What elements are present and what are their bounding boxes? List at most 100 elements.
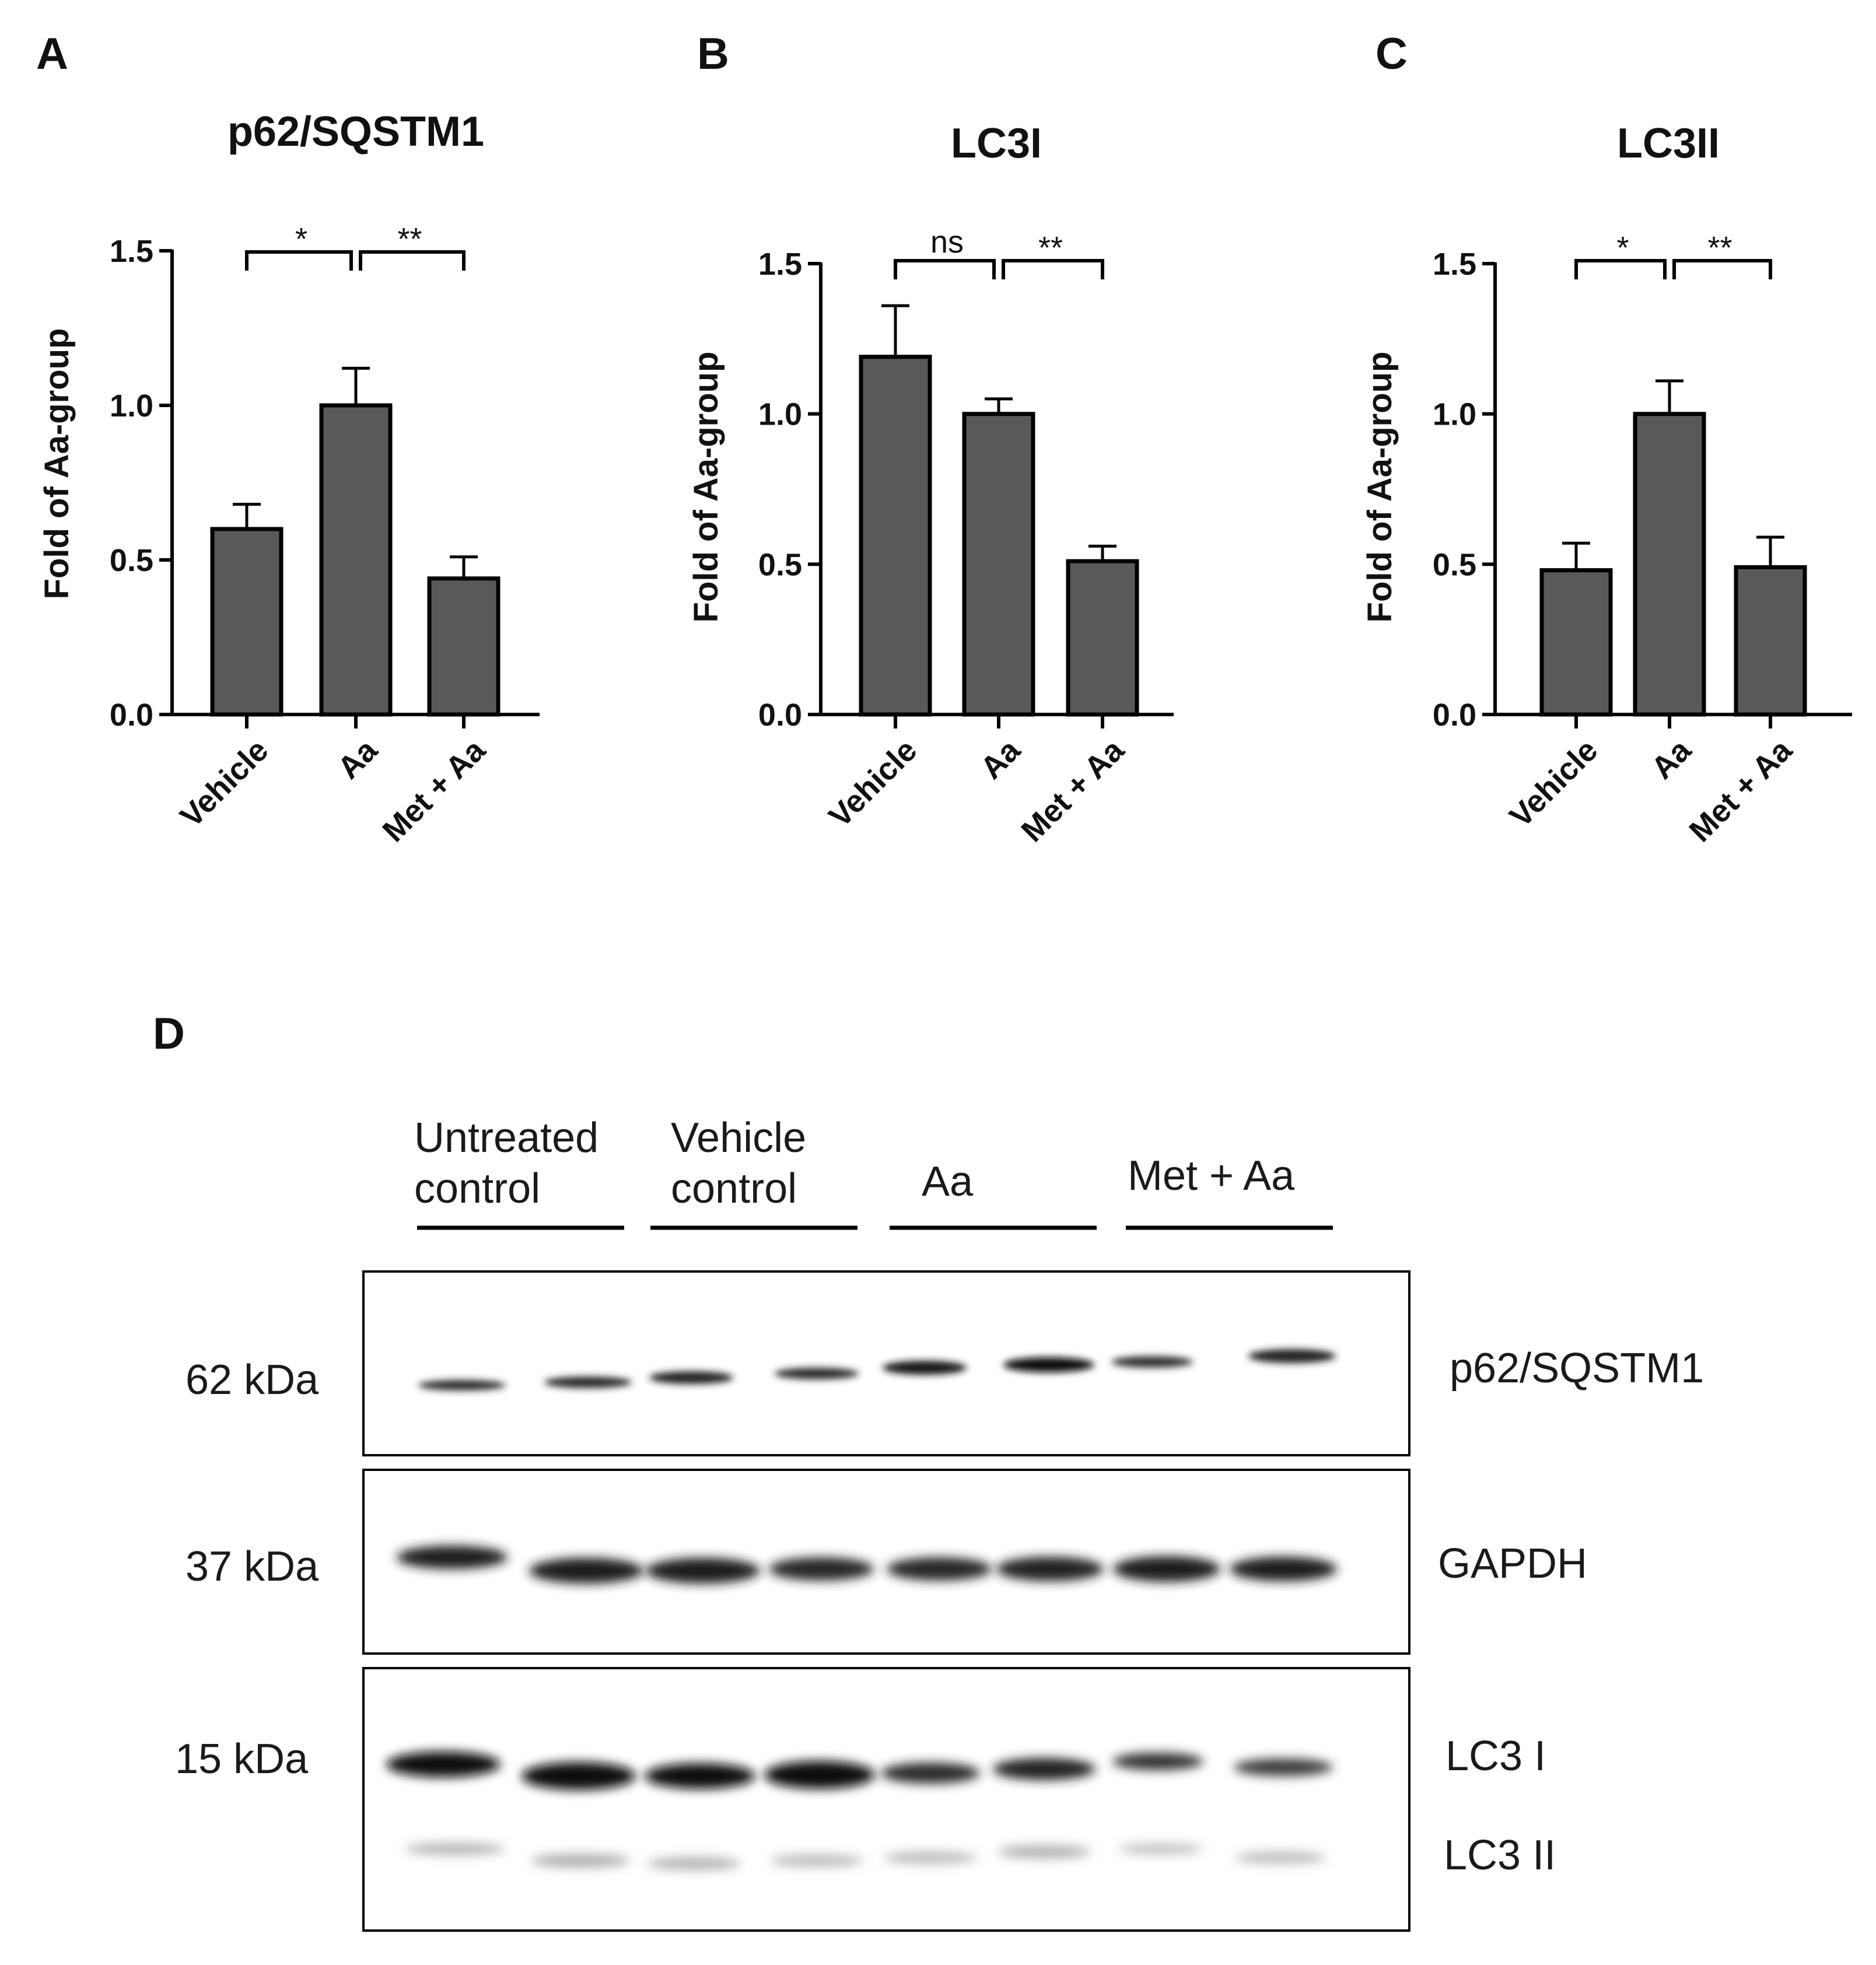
panel-letter-b: B [697, 29, 729, 79]
y-tick-label-b: 0.0 [758, 698, 802, 733]
marker-62kda: 62 kDa [186, 1357, 319, 1403]
significance-label-b: ns [930, 225, 964, 260]
group-label-aa: Aa [922, 1158, 974, 1205]
category-label-a-vehicle: Vehicle [173, 733, 275, 834]
significance-a: * ** [245, 222, 466, 271]
axes-b [819, 262, 1174, 716]
band-gapdh-lane-5 [887, 1557, 992, 1581]
significance-label-c: * [1616, 230, 1629, 265]
error-bar-b-met-aa [1088, 544, 1116, 562]
error-bars-a [233, 366, 478, 579]
significance-bracket-a [245, 250, 353, 271]
panel-d-western-blot: D Untreated control Vehicle control Aa M… [153, 1009, 1704, 1932]
band-p62-lane-5 [883, 1361, 967, 1375]
bars-a [210, 403, 501, 717]
y-tick-label-a: 1.0 [110, 388, 153, 423]
significance-bracket-c [1672, 259, 1772, 279]
error-bar-c-vehicle [1562, 541, 1590, 570]
group-label-vehicle-line1: Vehicle [671, 1115, 806, 1161]
significance-c: * ** [1574, 230, 1772, 279]
band-p62-lane-2 [544, 1376, 632, 1388]
band-lc3ii-lane-4 [770, 1854, 863, 1867]
significance-b: ns ** [894, 225, 1104, 279]
y-tick-label-b: 1.5 [758, 247, 802, 282]
band-gapdh-lane-7 [1113, 1556, 1220, 1582]
blot-bands [386, 1349, 1337, 1871]
category-label-a-aa: Aa [331, 732, 384, 786]
band-p62-lane-7 [1111, 1356, 1193, 1368]
blot-group-headers: Untreated control Vehicle control Aa Met… [414, 1115, 1333, 1230]
category-label-b-aa: Aa [974, 732, 1027, 786]
y-tick-label-b: 1.0 [758, 397, 802, 432]
error-bar-c-aa [1656, 379, 1684, 414]
y-tick-label-a: 0.5 [110, 543, 153, 578]
protein-lc3-ii: LC3 II [1444, 1832, 1556, 1879]
blot-membrane-p62 [362, 1270, 1410, 1456]
bars-b [859, 355, 1139, 717]
error-bars-c [1562, 379, 1784, 570]
bars-c [1539, 412, 1807, 717]
error-bar-b-vehicle [881, 304, 909, 357]
band-lc3ii-lane-2 [531, 1854, 630, 1868]
band-gapdh-lane-1 [397, 1546, 508, 1569]
y-tick-label-c: 0.0 [1433, 698, 1476, 733]
significance-bracket-a [359, 250, 466, 271]
band-lc3ii-lane-1 [405, 1843, 505, 1855]
category-label-c-aa: Aa [1644, 732, 1698, 786]
significance-label-c: ** [1707, 230, 1732, 265]
panel-b: B LC3I Fold of Aa-group 0.0 0.5 1.0 1.5 ns *… [687, 29, 1174, 849]
band-lc3i-lane-1 [386, 1752, 501, 1777]
error-bar-b-aa [985, 397, 1013, 414]
band-gapdh-lane-3 [646, 1558, 760, 1584]
band-lc3i-lane-7 [1112, 1753, 1203, 1770]
error-bar-c-met-aa [1756, 535, 1784, 568]
protein-lc3-i: LC3 I [1446, 1733, 1546, 1780]
y-ticks-c: 0.0 0.5 1.0 1.5 [1433, 247, 1495, 733]
group-label-vehicle-line2: control [671, 1165, 797, 1212]
band-p62-lane-8 [1248, 1349, 1336, 1363]
band-lc3i-lane-5 [881, 1763, 980, 1784]
band-p62-lane-3 [649, 1371, 733, 1384]
bar-a-vehicle [210, 527, 284, 717]
y-tick-label-c: 1.5 [1433, 247, 1476, 282]
significance-label-a: ** [397, 222, 422, 257]
y-ticks-b: 0.0 0.5 1.0 1.5 [758, 247, 821, 733]
band-gapdh-lane-6 [996, 1557, 1104, 1581]
band-p62-lane-4 [775, 1368, 859, 1379]
protein-p62: p62/SQSTM1 [1450, 1345, 1704, 1392]
band-gapdh-lane-2 [529, 1558, 643, 1584]
y-tick-label-a: 1.5 [110, 234, 153, 269]
error-bars-b [881, 304, 1116, 562]
bar-b-vehicle [859, 355, 932, 717]
chart-title-a: p62/SQSTM1 [228, 108, 484, 155]
y-tick-label-c: 1.0 [1433, 397, 1476, 432]
band-lc3i-lane-6 [993, 1758, 1096, 1780]
y-axis-label-c: Fold of Aa-group [1361, 352, 1399, 623]
marker-15kda: 15 kDa [175, 1736, 309, 1782]
y-tick-label-b: 0.5 [758, 547, 802, 582]
category-label-b-vehicle: Vehicle [822, 733, 923, 834]
band-lc3ii-lane-8 [1235, 1851, 1326, 1864]
bar-c-met-aa [1734, 565, 1807, 717]
band-lc3ii-lane-6 [998, 1845, 1091, 1859]
panel-c: C LC3II Fold of Aa-group 0.00.51.01.5 * *… [1361, 29, 1852, 849]
y-axis-label-b: Fold of Aa-group [687, 352, 725, 623]
category-label-c-vehicle: Vehicle [1503, 733, 1604, 834]
group-label-untreated-line2: control [414, 1165, 540, 1212]
error-bar-a-aa [342, 366, 370, 405]
band-lc3ii-lane-3 [648, 1857, 741, 1871]
chart-title-c: LC3II [1617, 120, 1720, 167]
blot-membrane-lc3 [362, 1667, 1410, 1932]
y-tick-label-a: 0.0 [110, 698, 153, 733]
panel-letter-c: C [1376, 29, 1408, 79]
significance-bracket-c [1574, 259, 1667, 279]
significance-label-b: ** [1038, 230, 1063, 265]
axes-c [1493, 262, 1852, 716]
group-label-met-aa: Met + Aa [1128, 1153, 1295, 1199]
band-gapdh-lane-8 [1230, 1557, 1337, 1581]
band-lc3i-lane-2 [522, 1762, 636, 1790]
panel-letter-d: D [153, 1009, 185, 1059]
axes-a [170, 250, 540, 716]
